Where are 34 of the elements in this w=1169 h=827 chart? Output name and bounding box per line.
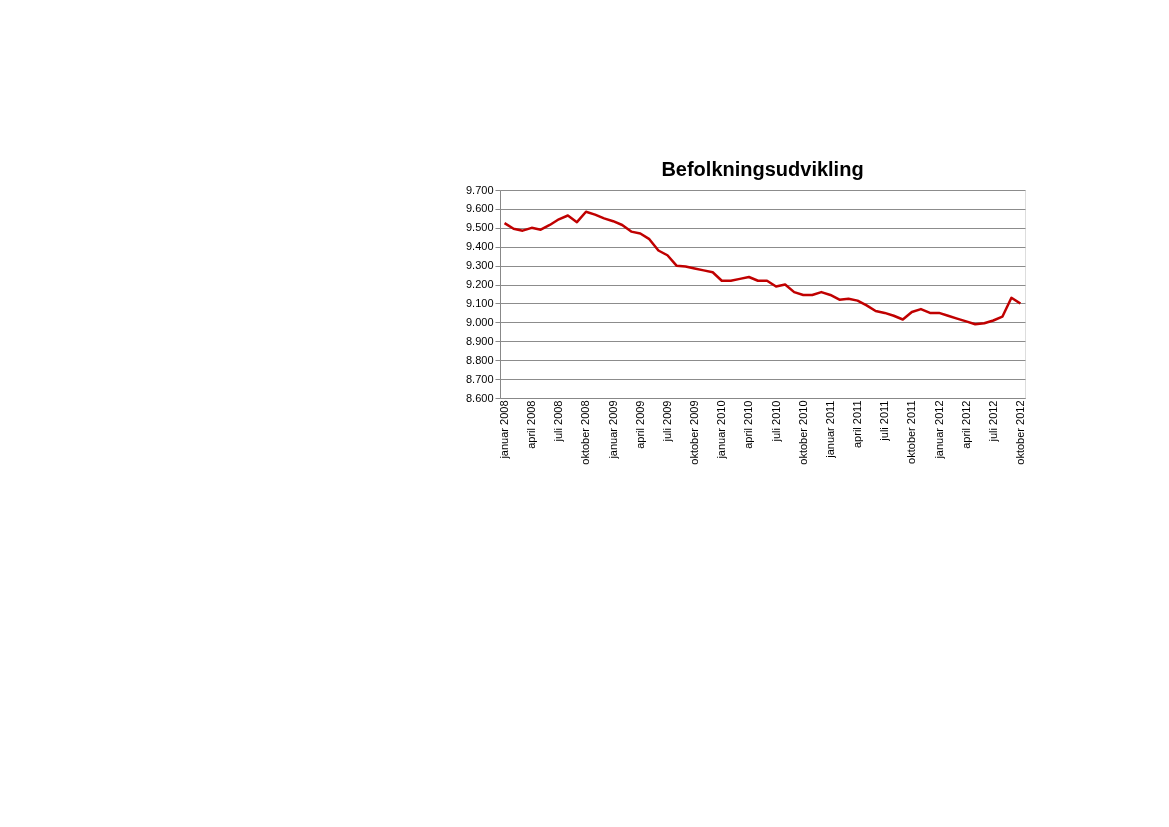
x-tick-label: januar 2010 [715,400,728,460]
y-tick-label: 9.700 [465,183,494,196]
x-tick-label: juli 2012 [986,400,999,443]
y-tick-label: 9.100 [465,296,494,309]
x-tick-label: juli 2009 [660,400,673,443]
y-tick-label: 9.600 [465,202,494,215]
x-tick-label: juli 2010 [769,400,782,443]
x-tick-label: oktober 2012 [1013,400,1026,465]
x-tick-label: januar 2008 [498,400,511,460]
x-tick-label: april 2011 [851,400,864,448]
x-tick-label: oktober 2011 [905,400,918,464]
x-tick-label: april 2012 [959,400,972,449]
y-tick-label: 8.600 [465,391,494,404]
y-tick-label: 9.500 [465,221,494,234]
x-tick-label: januar 2012 [932,400,945,460]
line-series [503,210,1022,326]
x-tick-label: oktober 2009 [688,400,701,465]
x-tick-label: juli 2011 [878,400,891,442]
y-tick-label: 8.700 [465,372,494,385]
y-tick-label: 9.300 [465,259,494,272]
y-tick-label: 9.200 [465,278,494,291]
x-tick-label: januar 2011 [823,400,836,459]
x-tick-label: april 2010 [742,400,755,449]
y-tick-label: 9.000 [465,315,494,328]
x-tick-label: oktober 2010 [796,400,809,465]
y-tick-label: 8.900 [465,334,494,347]
chart-title: Befolkningsudvikling [661,158,864,180]
x-tick-label: april 2008 [525,400,538,449]
x-tick-label: juli 2008 [552,400,565,443]
y-tick-label: 8.800 [465,353,494,366]
x-tick-label: oktober 2008 [579,400,592,465]
x-tick-label: april 2009 [633,400,646,449]
y-tick-label: 9.400 [465,240,494,253]
x-tick-label: januar 2009 [606,400,619,460]
